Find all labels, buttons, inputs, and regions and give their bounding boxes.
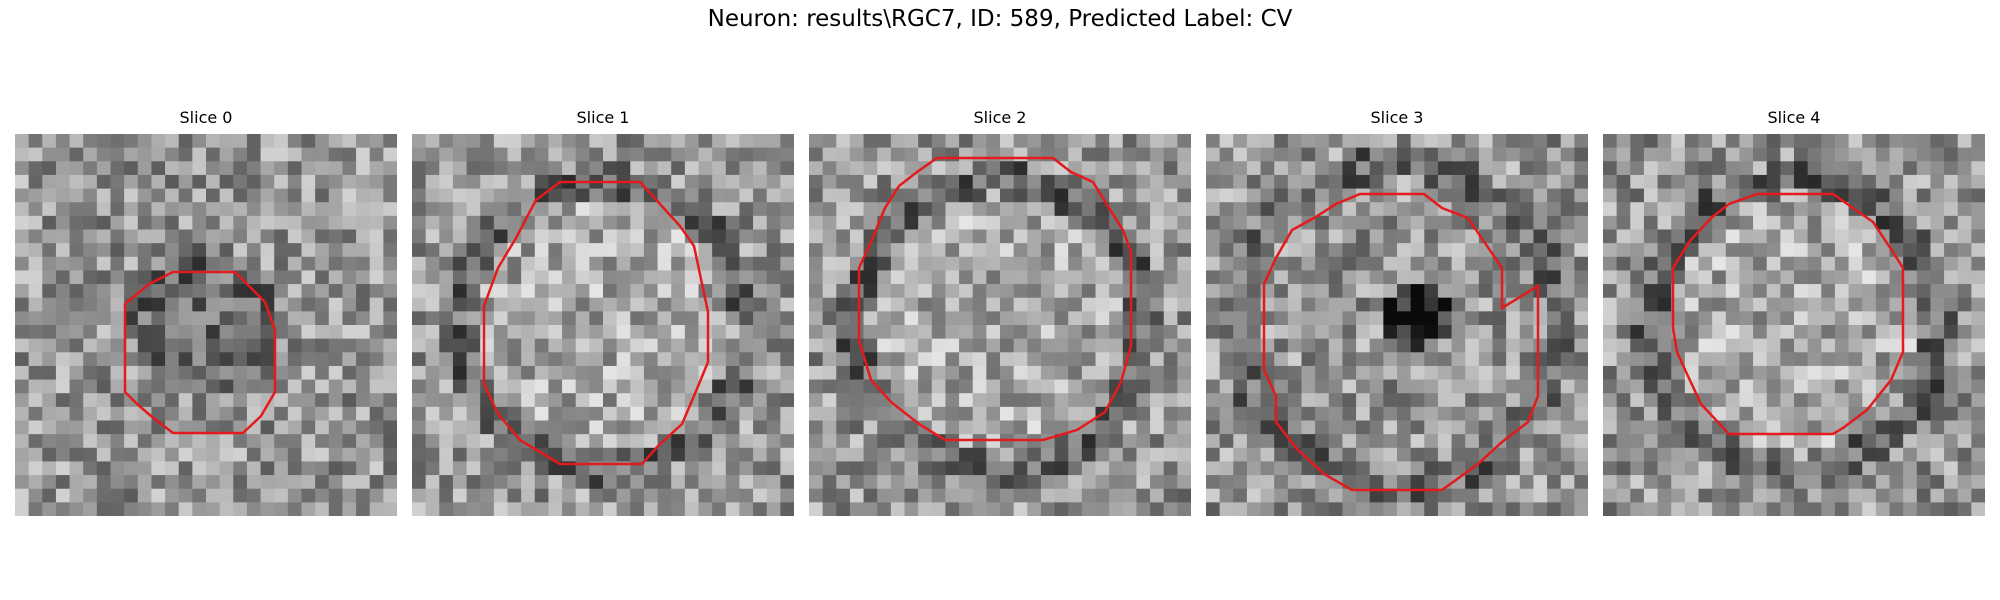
segmentation-contour-0: [123, 270, 277, 435]
slice-image-2: [809, 134, 1191, 516]
slice-title-1: Slice 1: [576, 108, 630, 127]
segmentation-contour-1: [482, 180, 710, 466]
slice-title-0: Slice 0: [179, 108, 233, 127]
slice-title-3: Slice 3: [1370, 108, 1424, 127]
slice-image-4: [1603, 134, 1985, 516]
slice-title-2: Slice 2: [973, 108, 1027, 127]
segmentation-contour-4: [1671, 192, 1905, 436]
segmentation-contour-2: [857, 156, 1133, 442]
segmentation-contour-3: [1262, 192, 1540, 492]
slice-image-3: [1206, 134, 1588, 516]
slice-image-0: [15, 134, 397, 516]
slice-image-1: [412, 134, 794, 516]
slice-title-4: Slice 4: [1767, 108, 1821, 127]
figure-title: Neuron: results\RGC7, ID: 589, Predicted…: [707, 6, 1293, 32]
